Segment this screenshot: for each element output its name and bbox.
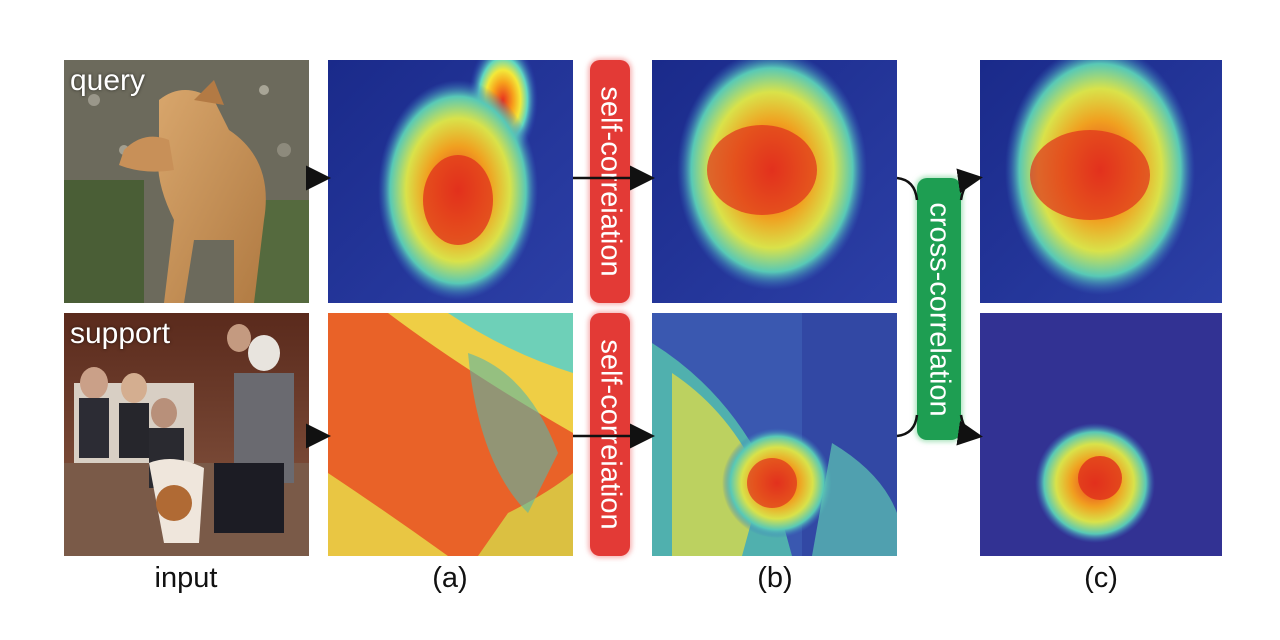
query-heatmap-a xyxy=(328,60,573,303)
arrow-cross-to-support-c xyxy=(956,414,983,446)
query-label: query xyxy=(70,64,146,97)
support-label: support xyxy=(70,317,171,350)
caption-b: (b) xyxy=(757,562,793,594)
self-correlation-block-top: self-correiation xyxy=(590,60,630,303)
support-input-image: support xyxy=(64,313,309,556)
caption-input: input xyxy=(154,562,218,594)
self-correlation-block-bottom: self-correiation xyxy=(590,313,630,556)
support-heatmap-b xyxy=(652,313,897,556)
support-heatmap-a xyxy=(328,313,573,556)
query-heatmap-b xyxy=(652,60,897,303)
query-heatmap-c xyxy=(980,60,1222,303)
query-input-image: query xyxy=(64,60,309,303)
arrow-query-b-to-cross xyxy=(896,176,919,201)
cross-correlation-block: cross-correlation xyxy=(917,178,961,440)
support-heatmap-c xyxy=(980,313,1222,556)
arrow-cross-to-query-c xyxy=(956,168,983,201)
self-correlation-label-bottom: self-correiation xyxy=(594,339,627,530)
caption-c: (c) xyxy=(1084,562,1118,594)
caption-a: (a) xyxy=(432,562,468,594)
self-correlation-label-top: self-correiation xyxy=(594,86,627,277)
arrow-support-b-to-cross xyxy=(896,414,919,438)
cross-correlation-label: cross-correlation xyxy=(923,201,956,417)
